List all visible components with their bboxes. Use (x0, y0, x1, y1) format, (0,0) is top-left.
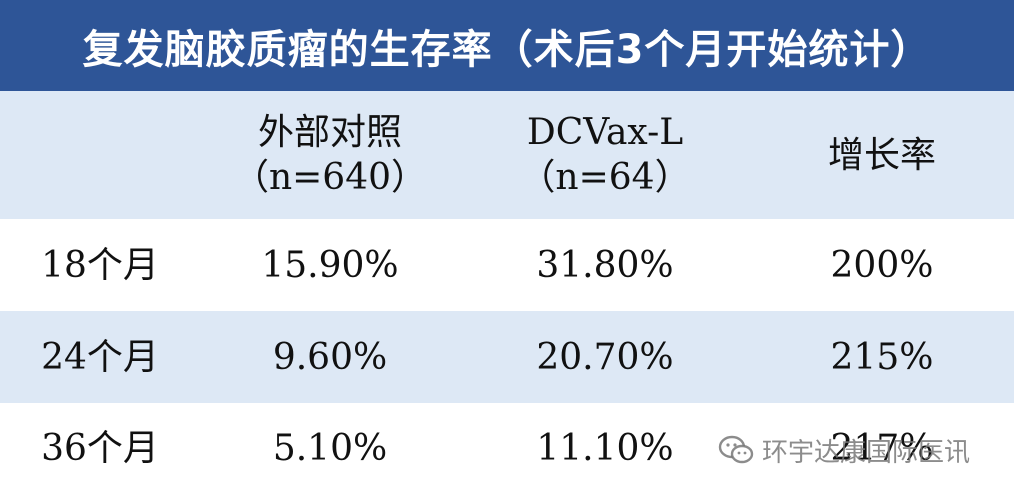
dcvax-cell: 20.70% (536, 336, 674, 378)
period-cell: 24个月 (41, 336, 159, 378)
header-cell-dcvax: DCVax-L （n=64） (460, 91, 750, 219)
growth-cell: 200% (830, 244, 934, 286)
header-dcvax-n: （n=64） (519, 157, 691, 198)
period-cell: 36个月 (41, 427, 159, 469)
title-bar: 复发脑胶质瘤的生存率（术后3个月开始统计） (0, 0, 1014, 91)
watermark-text: 环宇达康国际医讯 (762, 437, 971, 468)
table-row: 36个月 5.10% 11.10% 217% (0, 403, 1014, 493)
header-dcvax-label: DCVax-L (526, 112, 684, 153)
growth-cell: 217% (830, 427, 934, 469)
header-growth-label: 增长率 (827, 134, 936, 176)
control-cell: 15.90% (261, 244, 399, 286)
table-row: 18个月 15.90% 31.80% 200% (0, 219, 1014, 311)
header-control-n: （n=640） (232, 157, 428, 198)
table-row: 24个月 9.60% 20.70% 215% (0, 311, 1014, 403)
table-header-row: 外部对照 （n=640） DCVax-L （n=64） 增长率 (0, 91, 1014, 219)
page-title: 复发脑胶质瘤的生存率（术后3个月开始统计） (82, 26, 932, 73)
growth-cell: 215% (830, 336, 934, 378)
dcvax-cell: 31.80% (536, 244, 674, 286)
header-cell-control: 外部对照 （n=640） (200, 91, 460, 219)
header-cell-empty (0, 91, 200, 219)
dcvax-cell: 11.10% (536, 427, 674, 469)
header-control-label: 外部对照 (257, 112, 402, 153)
wechat-icon (718, 435, 754, 464)
period-cell: 18个月 (41, 244, 159, 286)
control-cell: 5.10% (272, 427, 388, 469)
control-cell: 9.60% (272, 336, 388, 378)
watermark: 环宇达康国际医讯 (718, 430, 970, 470)
header-cell-growth: 增长率 (750, 91, 1014, 219)
